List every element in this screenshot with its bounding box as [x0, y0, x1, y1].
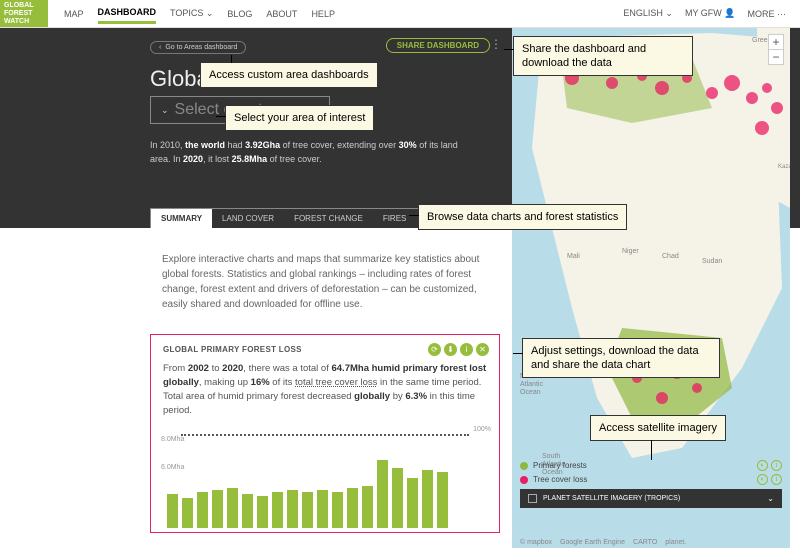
nav-item[interactable]: MY GFW 👤 — [685, 8, 736, 19]
nav-item[interactable]: DASHBOARD — [98, 7, 157, 24]
svg-text:Sudan: Sudan — [702, 258, 722, 265]
attrib-item: Google Earth Engine — [560, 539, 625, 546]
nav-item[interactable]: ABOUT — [266, 9, 297, 19]
chart-bar — [197, 492, 208, 528]
nav-right: ENGLISH ⌄ MY GFW 👤 MORE ··· — [609, 0, 800, 27]
chart-bar — [422, 470, 433, 528]
nav-left: MAP DASHBOARD TOPICS ⌄ BLOG ABOUT HELP — [48, 0, 351, 27]
legend-opacity-icon[interactable]: ◐ — [757, 474, 768, 485]
map-attribution: © mapbox Google Earth Engine CARTO planet. — [520, 539, 686, 546]
chart-bar — [347, 488, 358, 528]
chart-tool-button[interactable]: ⟳ — [428, 343, 441, 356]
tab[interactable]: SUMMARY — [151, 209, 212, 228]
areas-dashboard-button[interactable]: ‹ Go to Areas dashboard — [150, 41, 246, 54]
chart-bar — [407, 478, 418, 528]
chart-bar — [332, 492, 343, 528]
svg-text:Chad: Chad — [662, 253, 679, 260]
logo-l3: WATCH — [4, 18, 44, 26]
tab[interactable]: FIRES — [373, 209, 417, 228]
callout-areas: Access custom area dashboards — [200, 62, 378, 88]
legend-info-icon[interactable]: i — [771, 460, 782, 471]
chevron-down-icon[interactable]: ⌄ — [767, 494, 774, 503]
svg-text:South: South — [542, 453, 560, 460]
share-dashboard-button[interactable]: SHARE DASHBOARD — [386, 38, 490, 53]
chart-description: From 2002 to 2020, there was a total of … — [163, 362, 487, 418]
logo[interactable]: GLOBAL FOREST WATCH — [0, 0, 48, 27]
nav-item[interactable]: HELP — [311, 9, 335, 19]
more-menu-icon[interactable]: ⋮ — [490, 40, 502, 48]
chart-tool-button[interactable]: i — [460, 343, 473, 356]
hero-summary: In 2010, the world had 3.92Gha of tree c… — [150, 138, 470, 166]
legend-row: Primary forests◐i — [520, 460, 782, 471]
tab[interactable]: FOREST CHANGE — [284, 209, 373, 228]
chart-trend-line — [181, 434, 469, 436]
chart-tool-button[interactable]: ⬇ — [444, 343, 457, 356]
chart-bar — [377, 460, 388, 528]
imagery-checkbox[interactable] — [528, 494, 537, 503]
callout-country: Select your area of interest — [225, 105, 374, 131]
chart-card: GLOBAL PRIMARY FOREST LOSS ⟳⬇i✕ From 200… — [150, 334, 500, 533]
top-nav: GLOBAL FOREST WATCH MAP DASHBOARD TOPICS ⌄… — [0, 0, 800, 28]
map-legend: Primary forests◐i Tree cover loss◐i PLANE… — [520, 460, 782, 508]
callout-tabs: Browse data charts and forest statistics — [418, 204, 627, 230]
legend-row: Tree cover loss◐i — [520, 474, 782, 485]
chart-y-axis-right: 100% — [473, 426, 491, 433]
chart-bar — [302, 492, 313, 528]
zoom-out-button[interactable]: − — [769, 50, 783, 64]
chart-y-axis-left: 8.0Mha6.0Mha — [161, 426, 184, 482]
nav-item[interactable]: TOPICS ⌄ — [170, 8, 213, 19]
svg-text:Kazakhstan: Kazakhstan — [778, 164, 790, 170]
callout-imagery: Access satellite imagery — [590, 415, 726, 441]
logo-l2: FOREST — [4, 10, 44, 18]
chart-bar — [317, 490, 328, 528]
logo-l1: GLOBAL — [4, 2, 44, 10]
svg-text:Niger: Niger — [622, 248, 639, 255]
chart-bar — [227, 488, 238, 528]
imagery-label: PLANET SATELLITE IMAGERY (TROPICS) — [543, 495, 680, 502]
nav-item[interactable]: BLOG — [227, 9, 252, 19]
map-zoom: + − — [768, 34, 784, 65]
imagery-layer-bar[interactable]: PLANET SATELLITE IMAGERY (TROPICS) ⌄ — [520, 489, 782, 508]
chart-bar — [257, 496, 268, 528]
zoom-in-button[interactable]: + — [769, 35, 783, 50]
callout-chart-tools: Adjust settings, download the data and s… — [522, 338, 720, 378]
attrib-item: planet. — [665, 539, 686, 546]
chart-tools: ⟳⬇i✕ — [428, 343, 489, 356]
nav-item[interactable]: ENGLISH ⌄ — [623, 8, 673, 19]
intro-text: Explore interactive charts and maps that… — [150, 246, 500, 328]
svg-text:Mali: Mali — [567, 253, 580, 260]
attrib-item: © mapbox — [520, 539, 552, 546]
chart-bar — [242, 494, 253, 528]
chart-bar — [437, 472, 448, 528]
attrib-item: CARTO — [633, 539, 657, 546]
callout-share: Share the dashboard and download the dat… — [513, 36, 693, 76]
map[interactable]: Greenl Algeria Mali Niger Chad Sudan Kaz… — [512, 28, 790, 548]
legend-opacity-icon[interactable]: ◐ — [757, 460, 768, 471]
chart-bar — [182, 498, 193, 528]
nav-item[interactable]: MAP — [64, 9, 84, 19]
legend-info-icon[interactable]: i — [771, 474, 782, 485]
svg-text:Atlantic: Atlantic — [520, 381, 543, 388]
chevron-down-icon: ⌄ — [161, 105, 169, 116]
chart-bar — [272, 492, 283, 528]
nav-item[interactable]: MORE ··· — [748, 9, 787, 19]
chart-bar — [212, 490, 223, 528]
tab[interactable]: LAND COVER — [212, 209, 284, 228]
chart-bar — [167, 494, 178, 528]
chevron-left-icon: ‹ — [159, 44, 161, 51]
chart-bar — [362, 486, 373, 528]
chart-bar — [287, 490, 298, 528]
chart-tool-button[interactable]: ✕ — [476, 343, 489, 356]
chart-bar — [392, 468, 403, 528]
areas-btn-label: Go to Areas dashboard — [165, 44, 237, 51]
chart-area: 8.0Mha6.0Mha 100% — [163, 428, 487, 528]
content: Explore interactive charts and maps that… — [0, 228, 500, 533]
svg-text:Ocean: Ocean — [520, 389, 541, 396]
